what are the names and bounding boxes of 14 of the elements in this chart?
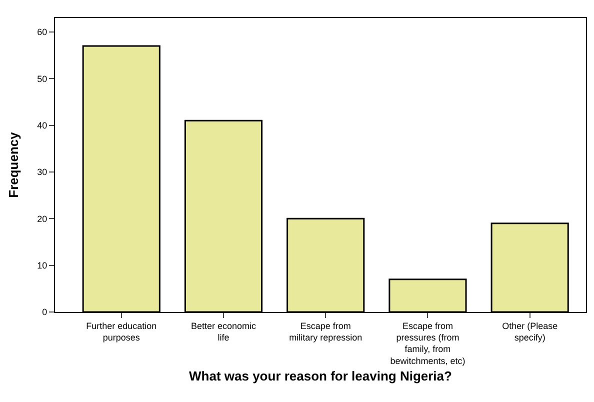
y-axis-title: Frequency [6, 131, 22, 198]
y-tick-label: 0 [42, 307, 48, 318]
x-tick-label: Better economic life [190, 320, 257, 342]
y-tick-label: 30 [37, 167, 48, 178]
y-tick-label: 60 [37, 27, 48, 38]
x-tick-label: Escape from military repression [289, 320, 362, 342]
y-tick-label: 10 [37, 260, 48, 270]
x-axis-title: What was your reason for leaving Nigeria? [189, 368, 452, 384]
y-tick-label: 20 [37, 214, 48, 224]
x-tick-label: Further education purposes [86, 320, 157, 342]
x-tick-label: Escape from pressures (from family, from bewitchments, etc) [390, 320, 466, 366]
y-tick-label: 50 [37, 74, 48, 84]
y-tick-label: 40 [37, 120, 48, 130]
x-tick-label: Other (Please specify) [502, 320, 558, 342]
